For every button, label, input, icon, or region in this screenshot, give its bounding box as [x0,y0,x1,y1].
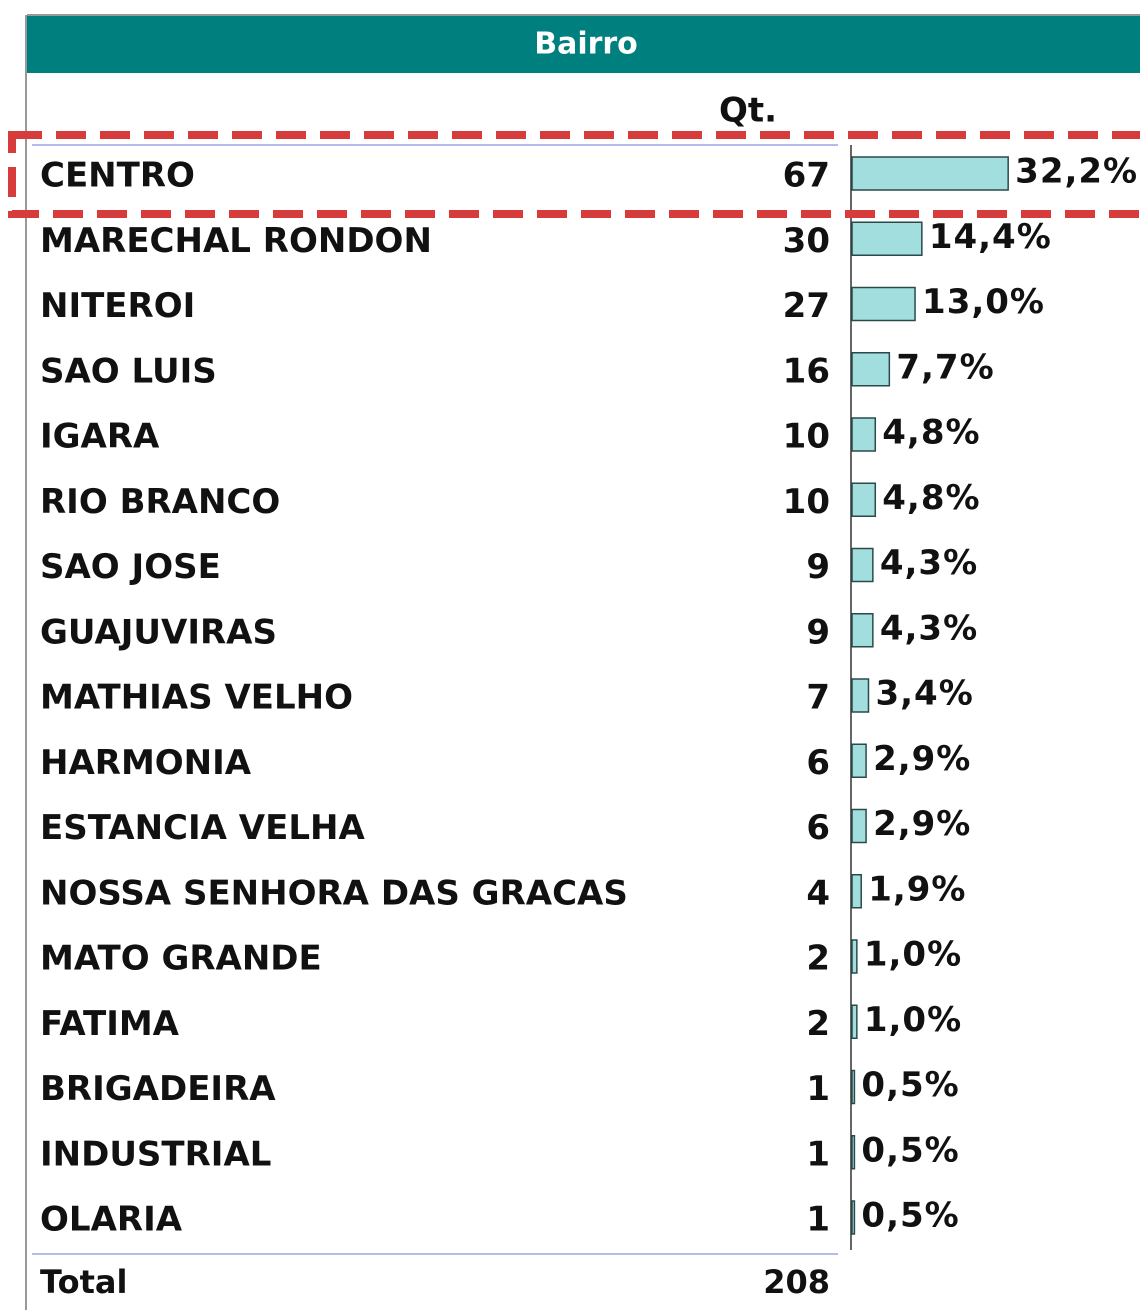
count: 1 [806,1200,830,1240]
count: 6 [806,808,830,848]
total-label: Total [40,1263,127,1301]
value-label: 0,5% [861,1130,959,1170]
count: 2 [806,1004,830,1044]
category-label: BRIGADEIRA [40,1069,276,1109]
category-label: MARECHAL RONDON [40,221,432,261]
value-label: 1,0% [864,1000,962,1040]
counts-header: Qt. [719,91,777,131]
value-label: 0,5% [861,1065,959,1105]
value-label: 2,9% [873,739,971,779]
bar [851,874,862,909]
value-label: 4,8% [882,478,980,518]
value-label: 0,5% [861,1196,959,1236]
count: 27 [783,286,830,326]
bar [851,547,874,583]
bar [851,808,867,844]
bar [851,1200,856,1235]
value-label: 4,3% [880,543,978,583]
bar [851,1004,858,1039]
count: 67 [783,156,830,196]
bar [851,221,923,256]
category-label: MATHIAS VELHO [40,678,353,718]
category-label: CENTRO [40,156,195,196]
category-label: HARMONIA [40,743,252,783]
category-label: ESTANCIA VELHA [40,808,365,848]
value-label: 7,7% [896,347,994,387]
category-label: FATIMA [40,1004,180,1044]
bar [851,743,867,778]
value-label: 13,0% [922,282,1045,322]
value-label: 3,4% [875,674,973,714]
count: 9 [806,612,830,652]
category-label: GUAJUVIRAS [40,612,277,652]
rows: CENTRO 67 32,2%MARECHAL RONDON 30 14,4%NITER… [40,152,1138,1240]
value-label: 32,2% [1015,152,1138,192]
bar [851,1135,856,1170]
count: 7 [806,678,830,718]
value-label: 1,9% [868,869,966,909]
category-label: RIO BRANCO [40,482,280,522]
value-label: 4,3% [880,608,978,648]
count: 1 [806,1134,830,1174]
count: 10 [783,482,830,522]
count: 2 [806,939,830,979]
value-label: 14,4% [929,217,1052,257]
bar [851,939,858,974]
category-label: MATO GRANDE [40,939,322,979]
count: 16 [783,351,830,391]
category-label: NOSSA SENHORA DAS GRACAS [40,873,628,913]
value-label: 4,8% [882,413,980,453]
highlight-box [8,131,1140,218]
bar [851,678,870,713]
category-label: INDUSTRIAL [40,1134,271,1174]
category-label: SAO LUIS [40,351,217,391]
count: 9 [806,547,830,587]
count: 1 [806,1069,830,1109]
count: 10 [783,417,830,457]
count: 30 [783,221,830,261]
bar [851,1069,856,1105]
chart-title: Bairro [534,27,638,62]
bar [851,613,874,648]
bar [851,286,916,322]
category-label: SAO JOSE [40,547,221,587]
category-label: IGARA [40,417,160,457]
category-label: NITEROI [40,286,195,326]
total-value: 208 [763,1263,830,1301]
header-bar [27,15,1140,73]
bar [851,482,877,517]
value-label: 1,0% [864,935,962,975]
bar [851,352,891,387]
count: 6 [806,743,830,783]
bar [851,417,877,452]
count: 4 [806,873,830,913]
value-label: 2,9% [873,804,971,844]
category-label: OLARIA [40,1200,183,1240]
bar [851,156,1009,191]
